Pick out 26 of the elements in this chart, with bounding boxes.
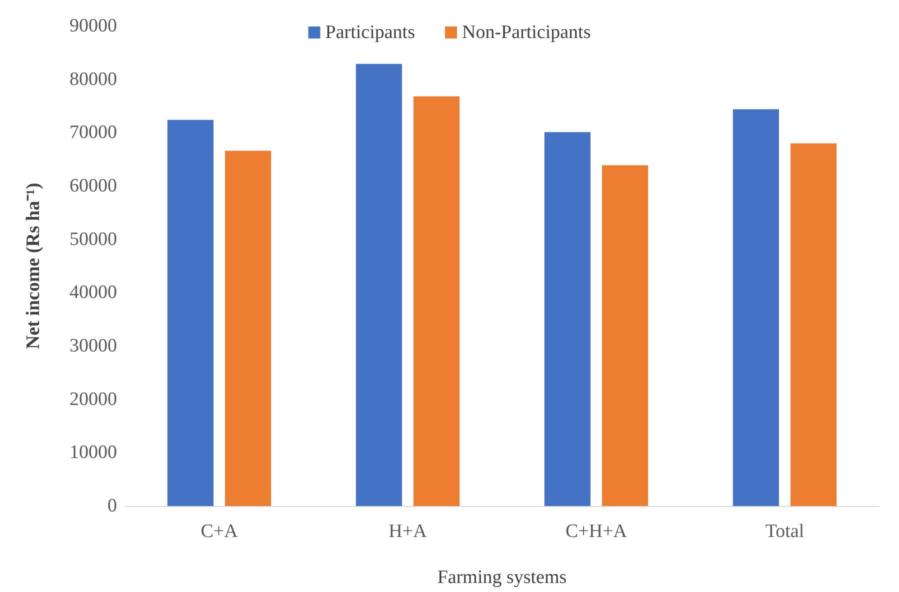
bar (732, 109, 779, 506)
bar (790, 143, 837, 506)
y-tick-label: 10000 (70, 442, 117, 464)
y-tick-label: 60000 (70, 176, 117, 196)
y-tick-label: 70000 (70, 122, 117, 144)
bar (544, 132, 590, 506)
bar (414, 96, 460, 506)
y-axis-title: Net income (Rs ha⁻¹) (23, 182, 44, 350)
x-axis-title: Farming systems (437, 567, 567, 588)
x-tick-label: Total (765, 521, 804, 542)
bar (356, 64, 402, 506)
bar (167, 120, 214, 506)
y-tick-label: 30000 (70, 336, 117, 356)
y-tick-label: 0 (108, 496, 117, 516)
y-tick-label: 50000 (70, 228, 117, 250)
y-tick-label: 40000 (70, 282, 117, 304)
y-tick-label: 90000 (70, 16, 117, 36)
legend-label: Participants (325, 22, 415, 43)
bar (602, 165, 648, 506)
x-tick-label: C+A (200, 521, 238, 542)
legend-label: Non-Participants (462, 22, 591, 43)
y-tick-label: 80000 (70, 68, 117, 90)
y-tick-label: 20000 (70, 388, 117, 410)
bar (225, 150, 272, 506)
x-tick-label: C+H+A (565, 521, 628, 542)
x-tick-label: H+A (388, 521, 428, 542)
